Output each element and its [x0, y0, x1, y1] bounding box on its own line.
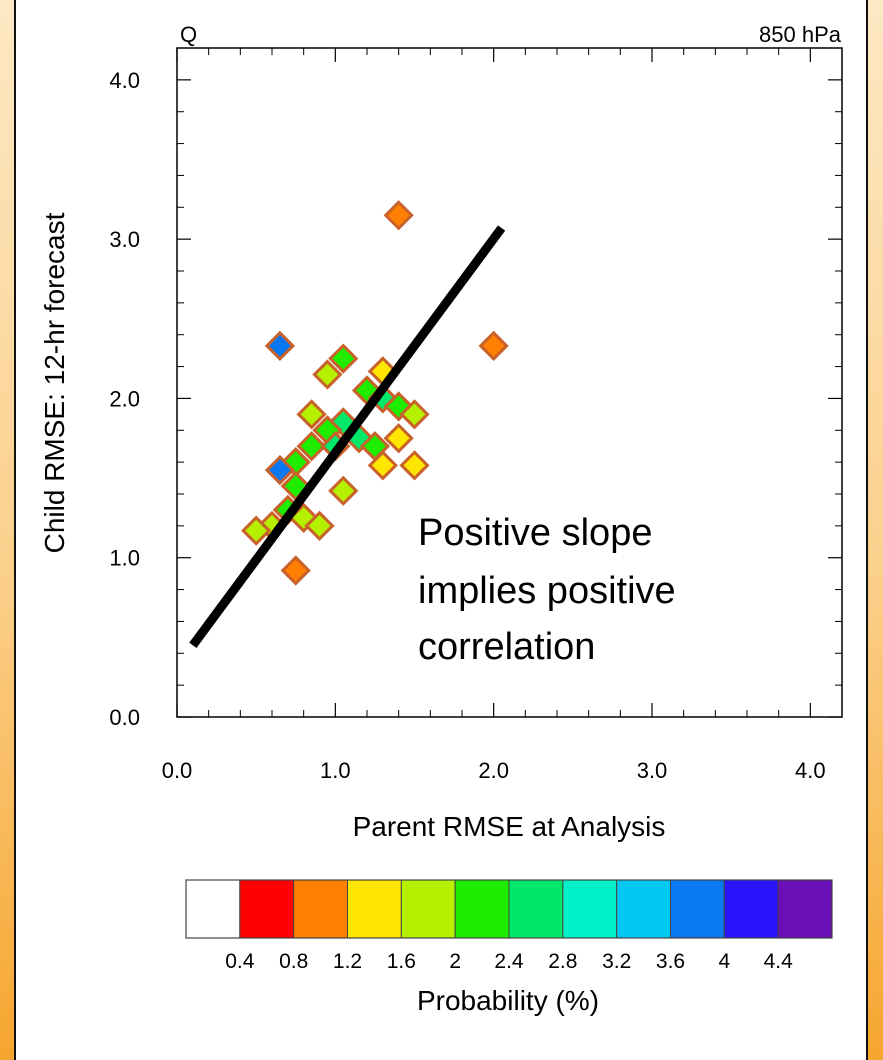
colorbar-level-label: 2 — [449, 950, 461, 973]
fit-line — [189, 225, 506, 648]
y-tick-label: 3.0 — [109, 227, 140, 252]
heatmap-cell — [280, 555, 311, 586]
y-tick-label: 1.0 — [109, 546, 140, 571]
colorbar-outline — [185, 879, 833, 939]
colorbar-level-label: 3.6 — [656, 950, 685, 973]
colorbar-box — [616, 879, 672, 939]
y-tick-label: 2.0 — [109, 386, 140, 411]
colorbar-box — [670, 879, 725, 939]
annotation-line-1: Positive slope — [418, 512, 652, 554]
y-axis-label: Child RMSE: 12-hr forecast — [39, 212, 70, 553]
colorbar-box — [454, 879, 510, 939]
colorbar-level-label: 2.4 — [494, 950, 524, 973]
heatmap-cell — [296, 431, 327, 462]
y-tick-label: 4.0 — [109, 68, 140, 93]
colorbar-level-label: 3.2 — [602, 950, 631, 973]
colorbar-level-label: 1.6 — [387, 950, 416, 973]
plot-area — [176, 47, 843, 718]
heatmap-cell — [367, 450, 398, 481]
annotation-line-3: correlation — [418, 626, 595, 668]
colorbar-box — [508, 879, 564, 939]
x-tick-label: 0.0 — [162, 758, 193, 783]
colorbar-box — [293, 879, 348, 939]
corner-right-label: 850 hPa — [759, 22, 842, 47]
colorbar: 0.4 0.8 1.2 1.6 2 2.4 2.8 3.2 3.6 4 4.4 — [185, 879, 833, 973]
colorbar-box — [239, 879, 295, 939]
x-tick-label: 4.0 — [795, 758, 826, 783]
corner-left-label: Q — [180, 22, 197, 47]
x-tick-label: 3.0 — [637, 758, 668, 783]
colorbar-box — [347, 879, 402, 939]
x-tick-label: 2.0 — [478, 758, 509, 783]
y-tick-label: 0.0 — [109, 705, 140, 730]
x-tick-label: 1.0 — [320, 758, 351, 783]
heatmap-cell — [328, 475, 359, 506]
x-axis-label: Parent RMSE at Analysis — [353, 811, 666, 842]
heatmap-cell — [264, 454, 296, 486]
heatmap-cell — [296, 399, 327, 430]
heatmap-cell — [312, 359, 343, 390]
colorbar-level-label: 2.8 — [548, 950, 577, 973]
heatmap-cell — [399, 450, 430, 481]
heatmap-cell — [399, 399, 430, 430]
heatmap-cell — [383, 200, 414, 231]
colorbar-level-label: 1.2 — [333, 950, 362, 973]
colorbar-box — [723, 879, 779, 939]
colorbar-box — [777, 879, 833, 939]
colorbar-label: Probability (%) — [417, 985, 599, 1016]
heatmap-cell — [383, 423, 414, 454]
annotation-text: Positive slope implies positive correlat… — [418, 512, 676, 668]
colorbar-level-label: 4 — [718, 950, 730, 973]
colorbar-level-label: 4.4 — [764, 950, 794, 973]
axis-ticks: 0.0 1.0 2.0 3.0 4.0 0.0 1.0 2.0 3.0 4.0 — [109, 48, 842, 783]
colorbar-level-label: 0.8 — [279, 950, 308, 973]
heatmap-cell — [241, 515, 272, 546]
heatmap-cell — [328, 343, 359, 374]
heatmap-cell — [304, 510, 335, 541]
colorbar-box — [185, 879, 241, 939]
heatmap-cell — [478, 330, 509, 361]
colorbar-level-label: 0.4 — [225, 950, 255, 973]
colorbar-box — [400, 879, 456, 939]
annotation-line-2: implies positive — [418, 570, 676, 612]
heatmap-cell — [264, 330, 296, 361]
colorbar-box — [562, 879, 618, 939]
